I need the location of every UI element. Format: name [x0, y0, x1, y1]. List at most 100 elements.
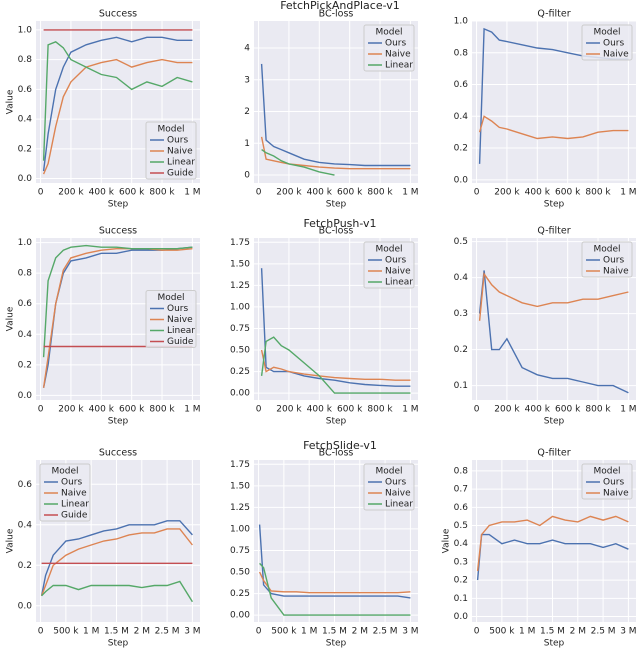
x-axis-label: Step [326, 417, 347, 427]
x-tick-label: 400 k [89, 188, 115, 198]
x-tick-label: 800 k [367, 405, 393, 415]
x-tick-label: 3 M [402, 627, 418, 637]
legend-label: Ours [603, 39, 624, 49]
series-line [42, 244, 193, 358]
legend-label: Ours [385, 39, 406, 49]
legend-label: Naive [385, 267, 411, 277]
x-tick-label: 0 [474, 627, 480, 637]
legend-label: Ours [385, 256, 406, 266]
legend-title: Model [593, 467, 620, 477]
legend-label: Ours [385, 478, 406, 488]
legend-label: Naive [603, 267, 629, 277]
legend-box [581, 463, 633, 500]
y-tick-label: 0.6 [454, 503, 469, 513]
legend-label: Linear [61, 500, 89, 510]
y-axis-label: Value [6, 528, 16, 553]
y-tick-label: 0.4 [18, 520, 33, 530]
y-axis-label: Value [6, 306, 16, 331]
legend-label: Linear [167, 326, 195, 336]
x-tick-label: 500 k [53, 627, 79, 637]
x-tick-label: 600 k [555, 188, 581, 198]
x-tick-label: 0 [474, 188, 480, 198]
x-tick-label: 1 M [402, 188, 418, 198]
legend-label: Ours [603, 256, 624, 266]
y-tick-label: 0.5 [454, 237, 468, 247]
x-tick-label: 2.5 M [591, 627, 616, 637]
x-tick-label: 800 k [585, 188, 611, 198]
x-axis-label: Step [326, 200, 347, 210]
series-line [40, 520, 193, 596]
y-tick-label: 1.0 [18, 238, 33, 248]
y-tick-label: 0.8 [18, 55, 33, 65]
series-line [258, 524, 411, 599]
y-tick-label: 0.8 [454, 48, 469, 58]
series-line [42, 36, 193, 172]
y-tick-label: 0.75 [230, 324, 250, 334]
y-tick-label: 0.25 [230, 589, 250, 599]
series-line [476, 533, 629, 581]
legend-label: Guide [167, 169, 194, 179]
legend-box [39, 463, 91, 522]
legend-label: Linear [167, 158, 195, 168]
x-tick-label: 400 k [89, 405, 115, 415]
x-tick-label: 1 M [402, 405, 418, 415]
y-axis-label: Value [442, 528, 452, 553]
chart-title: Success [99, 9, 137, 20]
y-tick-label: 0.3 [454, 557, 468, 567]
y-tick-label: 0.50 [230, 346, 250, 356]
series-line [260, 268, 411, 387]
x-tick-label: 2 M [352, 627, 368, 637]
y-tick-label: 0.2 [454, 144, 468, 154]
series-line [261, 149, 335, 176]
y-tick-label: 0.3 [454, 309, 468, 319]
chart-title: BC-loss [319, 448, 354, 459]
y-tick-label: 0.6 [18, 299, 33, 309]
y-tick-label: 0.8 [454, 466, 469, 476]
x-tick-label: 1 M [519, 627, 535, 637]
y-tick-label: 1.00 [230, 302, 250, 312]
legend-title: Model [593, 245, 620, 255]
series-line [260, 63, 411, 167]
y-tick-label: 0.2 [454, 345, 468, 355]
x-tick-label: 800 k [585, 405, 611, 415]
x-tick-label: 0 [38, 188, 44, 198]
y-tick-label: 0.7 [454, 485, 468, 495]
row-title: FetchPush-v1 [303, 217, 376, 230]
y-tick-label: 1 [244, 139, 250, 149]
series-line [42, 248, 193, 388]
y-tick-label: 0.2 [18, 360, 32, 370]
x-tick-label: 1 M [184, 188, 200, 198]
legend-label: Linear [385, 500, 413, 510]
chart-title: Q-filter [537, 448, 570, 459]
legend-box [581, 24, 633, 61]
x-tick-label: 0 [256, 188, 262, 198]
y-tick-label: 0.25 [230, 367, 250, 377]
x-tick-label: 600 k [119, 405, 145, 415]
x-tick-label: 1.5 M [104, 627, 129, 637]
legend-title: Model [593, 28, 620, 38]
y-tick-label: 0.50 [230, 568, 250, 578]
x-tick-label: 600 k [337, 405, 363, 415]
x-tick-label: 1.5 M [540, 627, 565, 637]
y-tick-label: 0.0 [454, 612, 469, 622]
x-axis-label: Step [544, 417, 565, 427]
row-title: FetchPickAndPlace-v1 [280, 0, 400, 12]
x-tick-label: 1.5 M [322, 627, 347, 637]
y-tick-label: 0.2 [18, 561, 32, 571]
series-line [42, 41, 193, 161]
x-tick-label: 0 [38, 405, 44, 415]
series-line [478, 272, 629, 321]
y-tick-label: 0.4 [454, 112, 469, 122]
x-tick-label: 3 M [184, 627, 200, 637]
x-tick-label: 600 k [555, 405, 581, 415]
y-tick-label: 4 [244, 44, 250, 54]
x-tick-label: 1 M [301, 627, 317, 637]
legend-label: Guide [167, 337, 194, 347]
y-tick-label: 1.00 [230, 524, 250, 534]
x-tick-label: 500 k [271, 627, 297, 637]
y-tick-label: 0.0 [18, 174, 33, 184]
legend-label: Naive [167, 147, 193, 157]
y-tick-label: 3 [244, 75, 250, 85]
legend-box [145, 121, 197, 180]
series-line [478, 115, 629, 140]
